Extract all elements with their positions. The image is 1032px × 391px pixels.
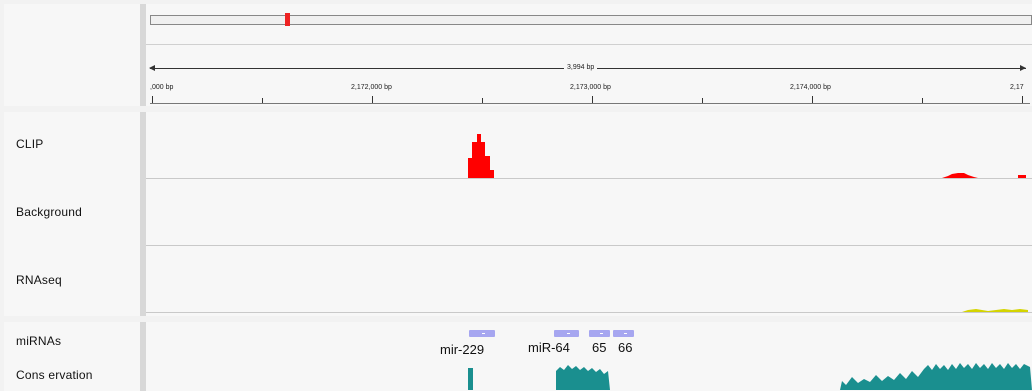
- clip-track-plot[interactable]: [146, 112, 1032, 180]
- conservation-block-right: [840, 363, 1032, 390]
- chromosome-ideogram[interactable]: [150, 15, 1032, 25]
- data-tracks-name-panel: CLIP Background RNAseq: [4, 112, 140, 316]
- clip-peak-bar: [490, 170, 494, 178]
- track-name-clip[interactable]: CLIP: [16, 137, 44, 151]
- mirna-feature-66[interactable]: [613, 330, 634, 337]
- column-splitter-header[interactable]: [140, 4, 146, 106]
- clip-edge-signal: [1018, 175, 1026, 178]
- conservation-block: [556, 365, 610, 390]
- track-name-mirnas[interactable]: miRNAs: [16, 334, 62, 348]
- ruler-tick: [702, 98, 703, 103]
- mirna-feature-65[interactable]: [589, 330, 610, 337]
- mirna-feature-mir-229[interactable]: [469, 330, 495, 337]
- ruler-label-0: ,000 bp: [150, 84, 174, 91]
- data-tracks-panel: [146, 112, 1032, 316]
- clip-peak-bar: [472, 142, 477, 178]
- ruler-label-2: 2,173,000 bp: [570, 84, 611, 91]
- ruler-tick: [372, 96, 373, 103]
- ruler-tick: [152, 96, 153, 103]
- track-name-rnaseq[interactable]: RNAseq: [16, 273, 62, 287]
- ruler-baseline: [150, 103, 1030, 104]
- mirna-label-mir-64: miR-64: [528, 340, 570, 355]
- track-name-conservation[interactable]: Cons ervation: [16, 368, 93, 382]
- track-divider: [146, 178, 1032, 179]
- ruler-arrow-left-head: [149, 65, 155, 71]
- track-name-background[interactable]: Background: [16, 205, 83, 219]
- track-divider: [146, 312, 1032, 313]
- track-divider: [146, 245, 1032, 246]
- annotation-data-panel: mir-229 miR-64 65 66: [146, 322, 1032, 391]
- ruler-label-3: 2,174,000 bp: [790, 84, 831, 91]
- clip-small-peak: [942, 173, 978, 178]
- mirna-label-66: 66: [618, 340, 633, 355]
- ruler-tick: [922, 98, 923, 103]
- clip-peak-bar: [477, 134, 481, 178]
- rnaseq-signal: [962, 309, 1028, 312]
- ideogram-current-region-marker: [285, 13, 290, 26]
- clip-peak-bar: [468, 158, 472, 178]
- annotation-name-panel: miRNAs Cons ervation: [4, 322, 140, 391]
- ruler-tick: [1022, 96, 1023, 103]
- column-splitter-tracks[interactable]: [140, 112, 146, 316]
- ruler-label-1: 2,172,000 bp: [351, 84, 392, 91]
- clip-peak-bar: [481, 142, 485, 178]
- ideogram-divider: [146, 44, 1032, 45]
- ruler-tick: [592, 96, 593, 103]
- ruler-tick: [262, 98, 263, 103]
- rnaseq-track-plot[interactable]: [146, 246, 1032, 316]
- conservation-bar: [468, 368, 473, 390]
- ruler-span-label: 3,994 bp: [564, 64, 598, 71]
- column-splitter-annotations[interactable]: [140, 322, 146, 391]
- mirna-label-65: 65: [592, 340, 607, 355]
- mirna-feature-mir-64[interactable]: [554, 330, 579, 337]
- header-name-panel: [4, 4, 140, 106]
- clip-peak-bar: [485, 156, 490, 178]
- header-data-panel: 3,994 bp ,000 bp 2,172,000 bp 2,173,000 …: [146, 4, 1032, 106]
- mirna-label-mir-229: mir-229: [440, 342, 485, 357]
- conservation-track-plot[interactable]: [146, 361, 1032, 391]
- ruler-arrow-right-head: [1020, 65, 1026, 71]
- ruler-tick: [812, 96, 813, 103]
- ruler-label-4: 2,17: [1010, 84, 1024, 91]
- ruler-tick: [482, 98, 483, 103]
